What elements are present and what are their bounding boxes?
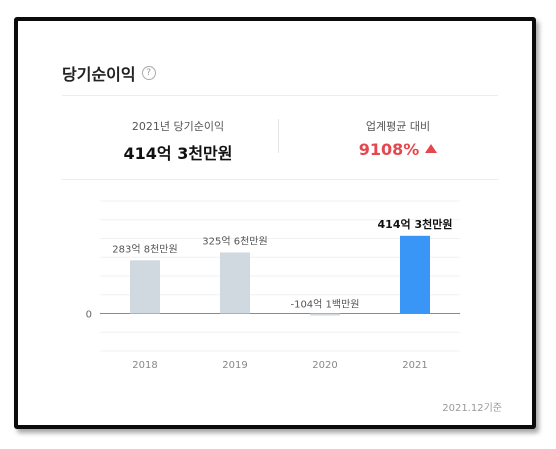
bar-value-label-2021: 414억 3천만원 xyxy=(378,217,453,231)
stat-separator xyxy=(278,119,279,153)
bar-2018 xyxy=(130,260,160,314)
x-tick-label-2021: 2021 xyxy=(402,360,427,371)
title-divider xyxy=(62,95,498,96)
card-title: 당기순이익 ? xyxy=(62,61,156,85)
question-circle-icon[interactable]: ? xyxy=(141,66,156,80)
industry-comparison-stat: 업계평균 대비 9108% xyxy=(278,118,518,159)
net-income-2021-value: 414억 3천만원 xyxy=(123,144,233,163)
bar-value-label-2018: 283억 8천만원 xyxy=(112,243,177,255)
card-title-text: 당기순이익 xyxy=(62,65,136,84)
bar-value-label-2019: 325억 6천만원 xyxy=(202,235,267,247)
industry-comparison-value: 9108% xyxy=(358,140,420,159)
net-income-2021-label: 2021년 당기순이익 xyxy=(131,120,225,133)
x-tick-label-2018: 2018 xyxy=(132,360,157,371)
card-frame: 당기순이익 ? 2021년 당기순이익 414억 3천만원 업계평균 대비 91… xyxy=(14,17,536,429)
net-income-bar-chart: 0 283억 8천만원 2018 325억 6천만원 2019 -104억 1백만원 202… xyxy=(86,200,460,371)
industry-comparison-label: 업계평균 대비 xyxy=(365,120,431,133)
bar-2020 xyxy=(310,313,340,316)
stats-divider xyxy=(62,179,498,180)
triangle-up-icon xyxy=(425,144,438,153)
net-income-card: 당기순이익 ? 2021년 당기순이익 414억 3천만원 업계평균 대비 91… xyxy=(18,21,532,425)
bar-2021 xyxy=(400,235,430,314)
bar-value-label-2020: -104억 1백만원 xyxy=(290,299,359,311)
bar-2019 xyxy=(220,252,250,314)
industry-comparison-row: 9108% xyxy=(278,140,518,159)
zero-tick-label: 0 xyxy=(86,310,92,321)
x-tick-label-2019: 2019 xyxy=(222,360,247,371)
x-tick-label-2020: 2020 xyxy=(312,360,337,371)
net-income-2021-stat: 2021년 당기순이익 414억 3천만원 xyxy=(58,118,298,164)
reference-date: 2021.12기준 xyxy=(442,403,502,414)
